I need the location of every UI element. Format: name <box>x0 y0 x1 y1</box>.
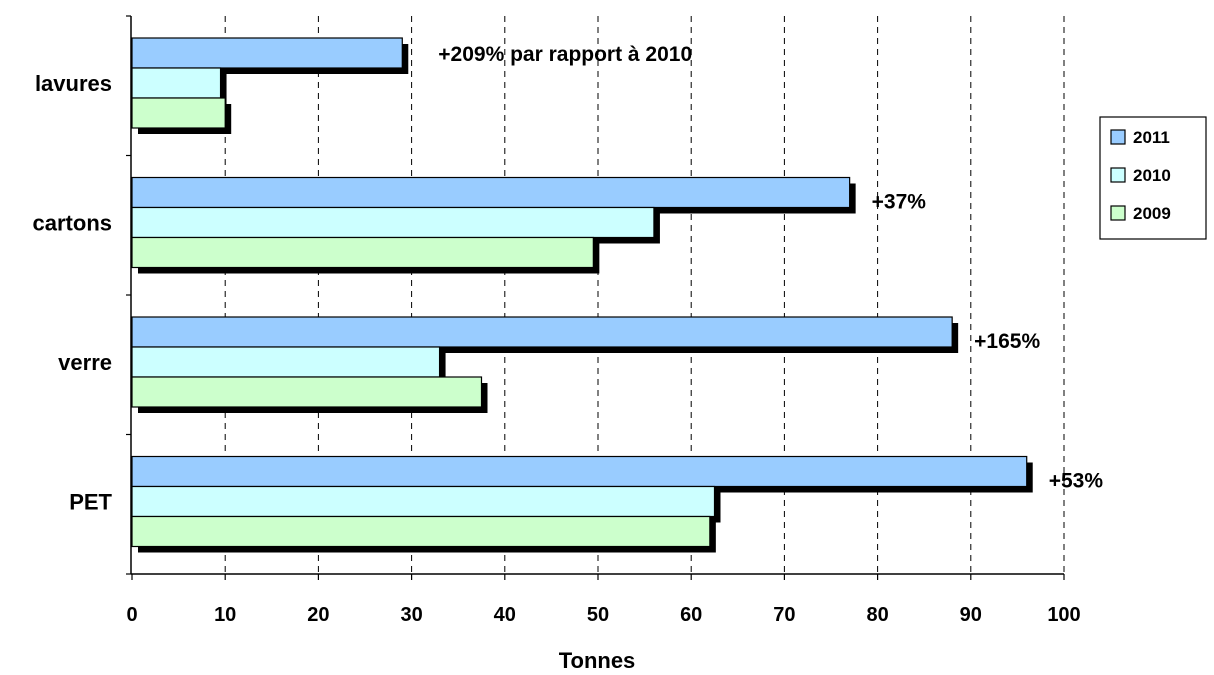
legend-swatch <box>1110 129 1126 145</box>
axes <box>126 15 1065 580</box>
grid-lines <box>224 16 1065 574</box>
legend-label: 2011 <box>1133 128 1170 147</box>
bar-cartons-2010 <box>131 206 655 239</box>
x-tick-label: 100 <box>1047 604 1080 626</box>
bar-PET-2010 <box>131 485 716 518</box>
legend-label: 2009 <box>1133 204 1171 223</box>
category-label: verre <box>58 350 112 375</box>
x-tick-label: 70 <box>773 604 795 626</box>
bar-lavures-2011 <box>131 37 403 69</box>
legend-label: 2010 <box>1133 166 1171 185</box>
x-tick-labels: 0 10 20 30 40 50 60 70 80 90 100 <box>126 604 1080 626</box>
x-tick-label: 90 <box>960 604 982 626</box>
bar-verre-2011 <box>131 316 953 348</box>
bar-verre-2009 <box>131 376 483 408</box>
annotation: +37% <box>872 191 927 214</box>
bar-cartons-2009 <box>131 236 594 269</box>
x-tick-label: 80 <box>866 604 888 626</box>
legend-swatch <box>1110 205 1126 221</box>
category-label: PET <box>69 490 112 515</box>
annotation: +209% par rapport à 2010 <box>438 43 692 66</box>
legend: 2011 2010 2009 <box>1099 116 1207 240</box>
bar-lavures-2010 <box>131 67 222 99</box>
bars <box>131 37 1033 553</box>
x-axis-label: Tonnes <box>559 648 636 673</box>
x-tick-label: 0 <box>126 604 137 626</box>
x-tick-label: 50 <box>587 604 609 626</box>
bar-PET-2009 <box>131 515 711 548</box>
x-tick-label: 30 <box>400 604 422 626</box>
x-tick-label: 60 <box>680 604 702 626</box>
bar-cartons-2011 <box>131 176 851 209</box>
category-labels: lavures cartons verre PET <box>33 71 113 515</box>
legend-swatch <box>1110 167 1126 183</box>
annotation: +165% <box>974 330 1040 353</box>
category-label: cartons <box>33 211 112 236</box>
bar-lavures-2009 <box>131 97 226 129</box>
bar-verre-2010 <box>131 346 441 378</box>
x-tick-label: 20 <box>307 604 329 626</box>
annotations: +209% par rapport à 2010 +37% +165% +53% <box>438 43 1103 493</box>
annotation: +53% <box>1049 470 1104 493</box>
x-tick-label: 40 <box>494 604 516 626</box>
bar-PET-2011 <box>131 455 1028 488</box>
category-label: lavures <box>35 71 112 96</box>
x-tick-label: 10 <box>214 604 236 626</box>
